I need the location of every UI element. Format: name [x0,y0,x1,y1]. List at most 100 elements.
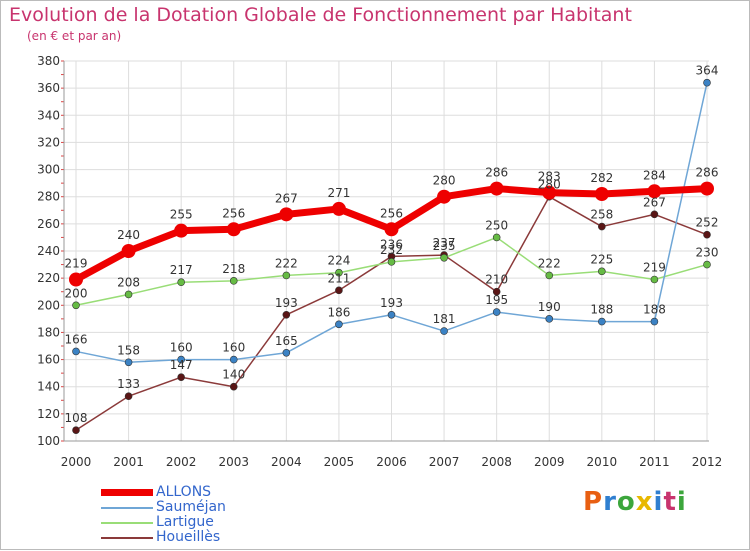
data-point-allons [174,223,189,238]
data-point-allons [226,222,241,237]
x-tick-label: 2005 [324,455,355,469]
data-label-allons: 256 [380,206,403,220]
x-tick-label: 2002 [166,455,197,469]
legend-label-lartigue: Lartigue [156,514,214,530]
data-label-allons: 267 [275,191,298,205]
data-label-lartigue: 235 [433,239,456,253]
data-label-allons: 240 [117,228,140,242]
x-tick-label: 2001 [113,455,144,469]
chart-title: Evolution de la Dotation Globale de Fonc… [9,4,632,26]
data-point-houeilles [282,310,291,319]
data-point-saumejan [72,347,80,356]
x-tick-label: 2011 [639,455,670,469]
legend-label-allons: ALLONS [156,484,212,500]
data-label-saumejan: 193 [380,296,403,310]
data-label-lartigue: 250 [485,218,508,232]
data-label-houeilles: 211 [327,271,350,285]
data-label-lartigue: 217 [170,263,193,277]
data-point-houeilles [598,222,606,231]
y-tick-label: 300 [37,163,60,177]
legend-label-houeilles: Houeillès [156,529,221,545]
y-tick-label: 360 [37,81,60,95]
data-label-lartigue: 222 [538,256,561,270]
data-label-houeilles: 258 [590,208,613,222]
x-tick-label: 2000 [61,455,92,469]
data-point-lartigue [335,268,343,277]
data-point-saumejan [387,310,396,319]
data-point-allons [489,181,504,196]
data-label-allons: 280 [433,174,456,188]
data-label-saumejan: 190 [538,300,561,314]
data-label-allons: 282 [590,171,613,185]
data-label-allons: 255 [170,208,193,222]
data-point-lartigue [282,271,291,280]
data-point-allons [594,187,609,201]
data-point-allons [384,222,399,237]
x-tick-label: 2006 [376,455,407,469]
y-tick-label: 320 [37,135,60,149]
data-point-houeilles [650,210,659,219]
data-label-allons: 219 [65,257,88,271]
y-tick-label: 160 [37,353,60,367]
data-label-lartigue: 200 [65,286,88,300]
data-point-houeilles [335,286,343,295]
data-point-allons [121,244,136,258]
data-label-houeilles: 236 [380,237,403,251]
data-label-allons: 286 [696,166,719,180]
data-point-allons [437,189,452,204]
data-point-saumejan [335,320,343,329]
data-point-saumejan [229,355,238,364]
y-tick-label: 220 [37,271,60,285]
y-tick-label: 260 [37,217,60,231]
legend-label-saumejan: Sauméjan [156,499,226,515]
y-tick-label: 280 [37,190,60,204]
y-tick-label: 200 [37,298,60,312]
data-point-lartigue [598,267,606,276]
data-label-houeilles: 267 [643,195,666,209]
data-label-allons: 284 [643,168,666,182]
data-label-saumejan: 188 [590,303,613,317]
data-label-allons: 286 [485,166,508,180]
data-label-lartigue: 208 [117,275,140,289]
y-tick-label: 100 [37,434,60,448]
data-point-saumejan [282,348,291,357]
data-label-lartigue: 222 [275,256,298,270]
data-point-saumejan [545,315,554,323]
y-tick-label: 120 [37,407,60,421]
data-point-houeilles [72,426,80,434]
data-point-lartigue [440,253,448,262]
data-point-lartigue [387,258,396,266]
data-label-houeilles: 147 [170,358,193,372]
data-label-saumejan: 364 [696,64,719,78]
data-label-lartigue: 225 [590,252,613,266]
data-label-allons: 256 [222,206,245,220]
data-point-allons [331,201,346,216]
data-label-saumejan: 166 [65,332,88,346]
data-label-allons: 271 [327,186,350,200]
data-point-lartigue [72,301,80,310]
y-tick-label: 240 [37,244,60,258]
data-label-houeilles: 210 [485,273,508,287]
data-label-lartigue: 232 [380,243,403,257]
data-label-houeilles: 252 [696,216,719,230]
data-point-lartigue [545,271,554,280]
logo-letter: i [676,487,687,517]
data-label-lartigue: 230 [696,246,719,260]
data-point-allons [700,181,714,196]
data-point-saumejan [492,308,501,316]
logo-letter: r [603,487,617,517]
data-point-saumejan [177,355,185,364]
data-label-lartigue: 218 [222,262,245,276]
data-point-lartigue [703,260,711,269]
data-label-saumejan: 165 [275,334,298,348]
data-label-houeilles: 237 [433,236,456,250]
logo-letter: P [583,487,604,517]
data-point-houeilles [177,373,185,382]
data-label-houeilles: 108 [65,411,88,425]
data-point-houeilles [124,392,133,401]
x-tick-label: 2009 [534,455,565,469]
x-tick-label: 2007 [429,455,460,469]
data-label-houeilles: 193 [275,296,298,310]
x-tick-label: 2012 [692,455,723,469]
